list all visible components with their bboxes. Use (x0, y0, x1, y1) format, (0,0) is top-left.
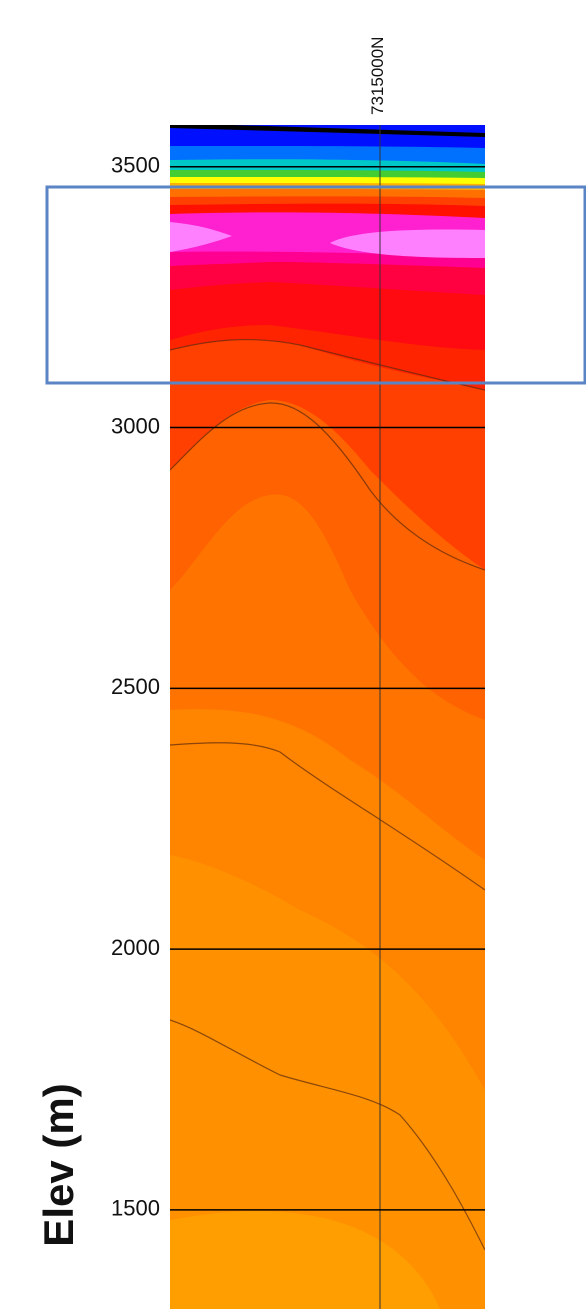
highlight-box (45, 185, 586, 385)
y-tick-label: 3000 (111, 413, 160, 438)
contour-fill (170, 125, 485, 1309)
y-tick-label: 2000 (111, 935, 160, 960)
grid (170, 165, 485, 1211)
y-tick-label: 3500 (111, 153, 160, 178)
x-marker-label: 7315000N (368, 37, 387, 115)
y-tick-label: 2500 (111, 674, 160, 699)
y-axis-label: Elev (m) (35, 1083, 82, 1246)
y-tick-label: 1500 (111, 1196, 160, 1221)
